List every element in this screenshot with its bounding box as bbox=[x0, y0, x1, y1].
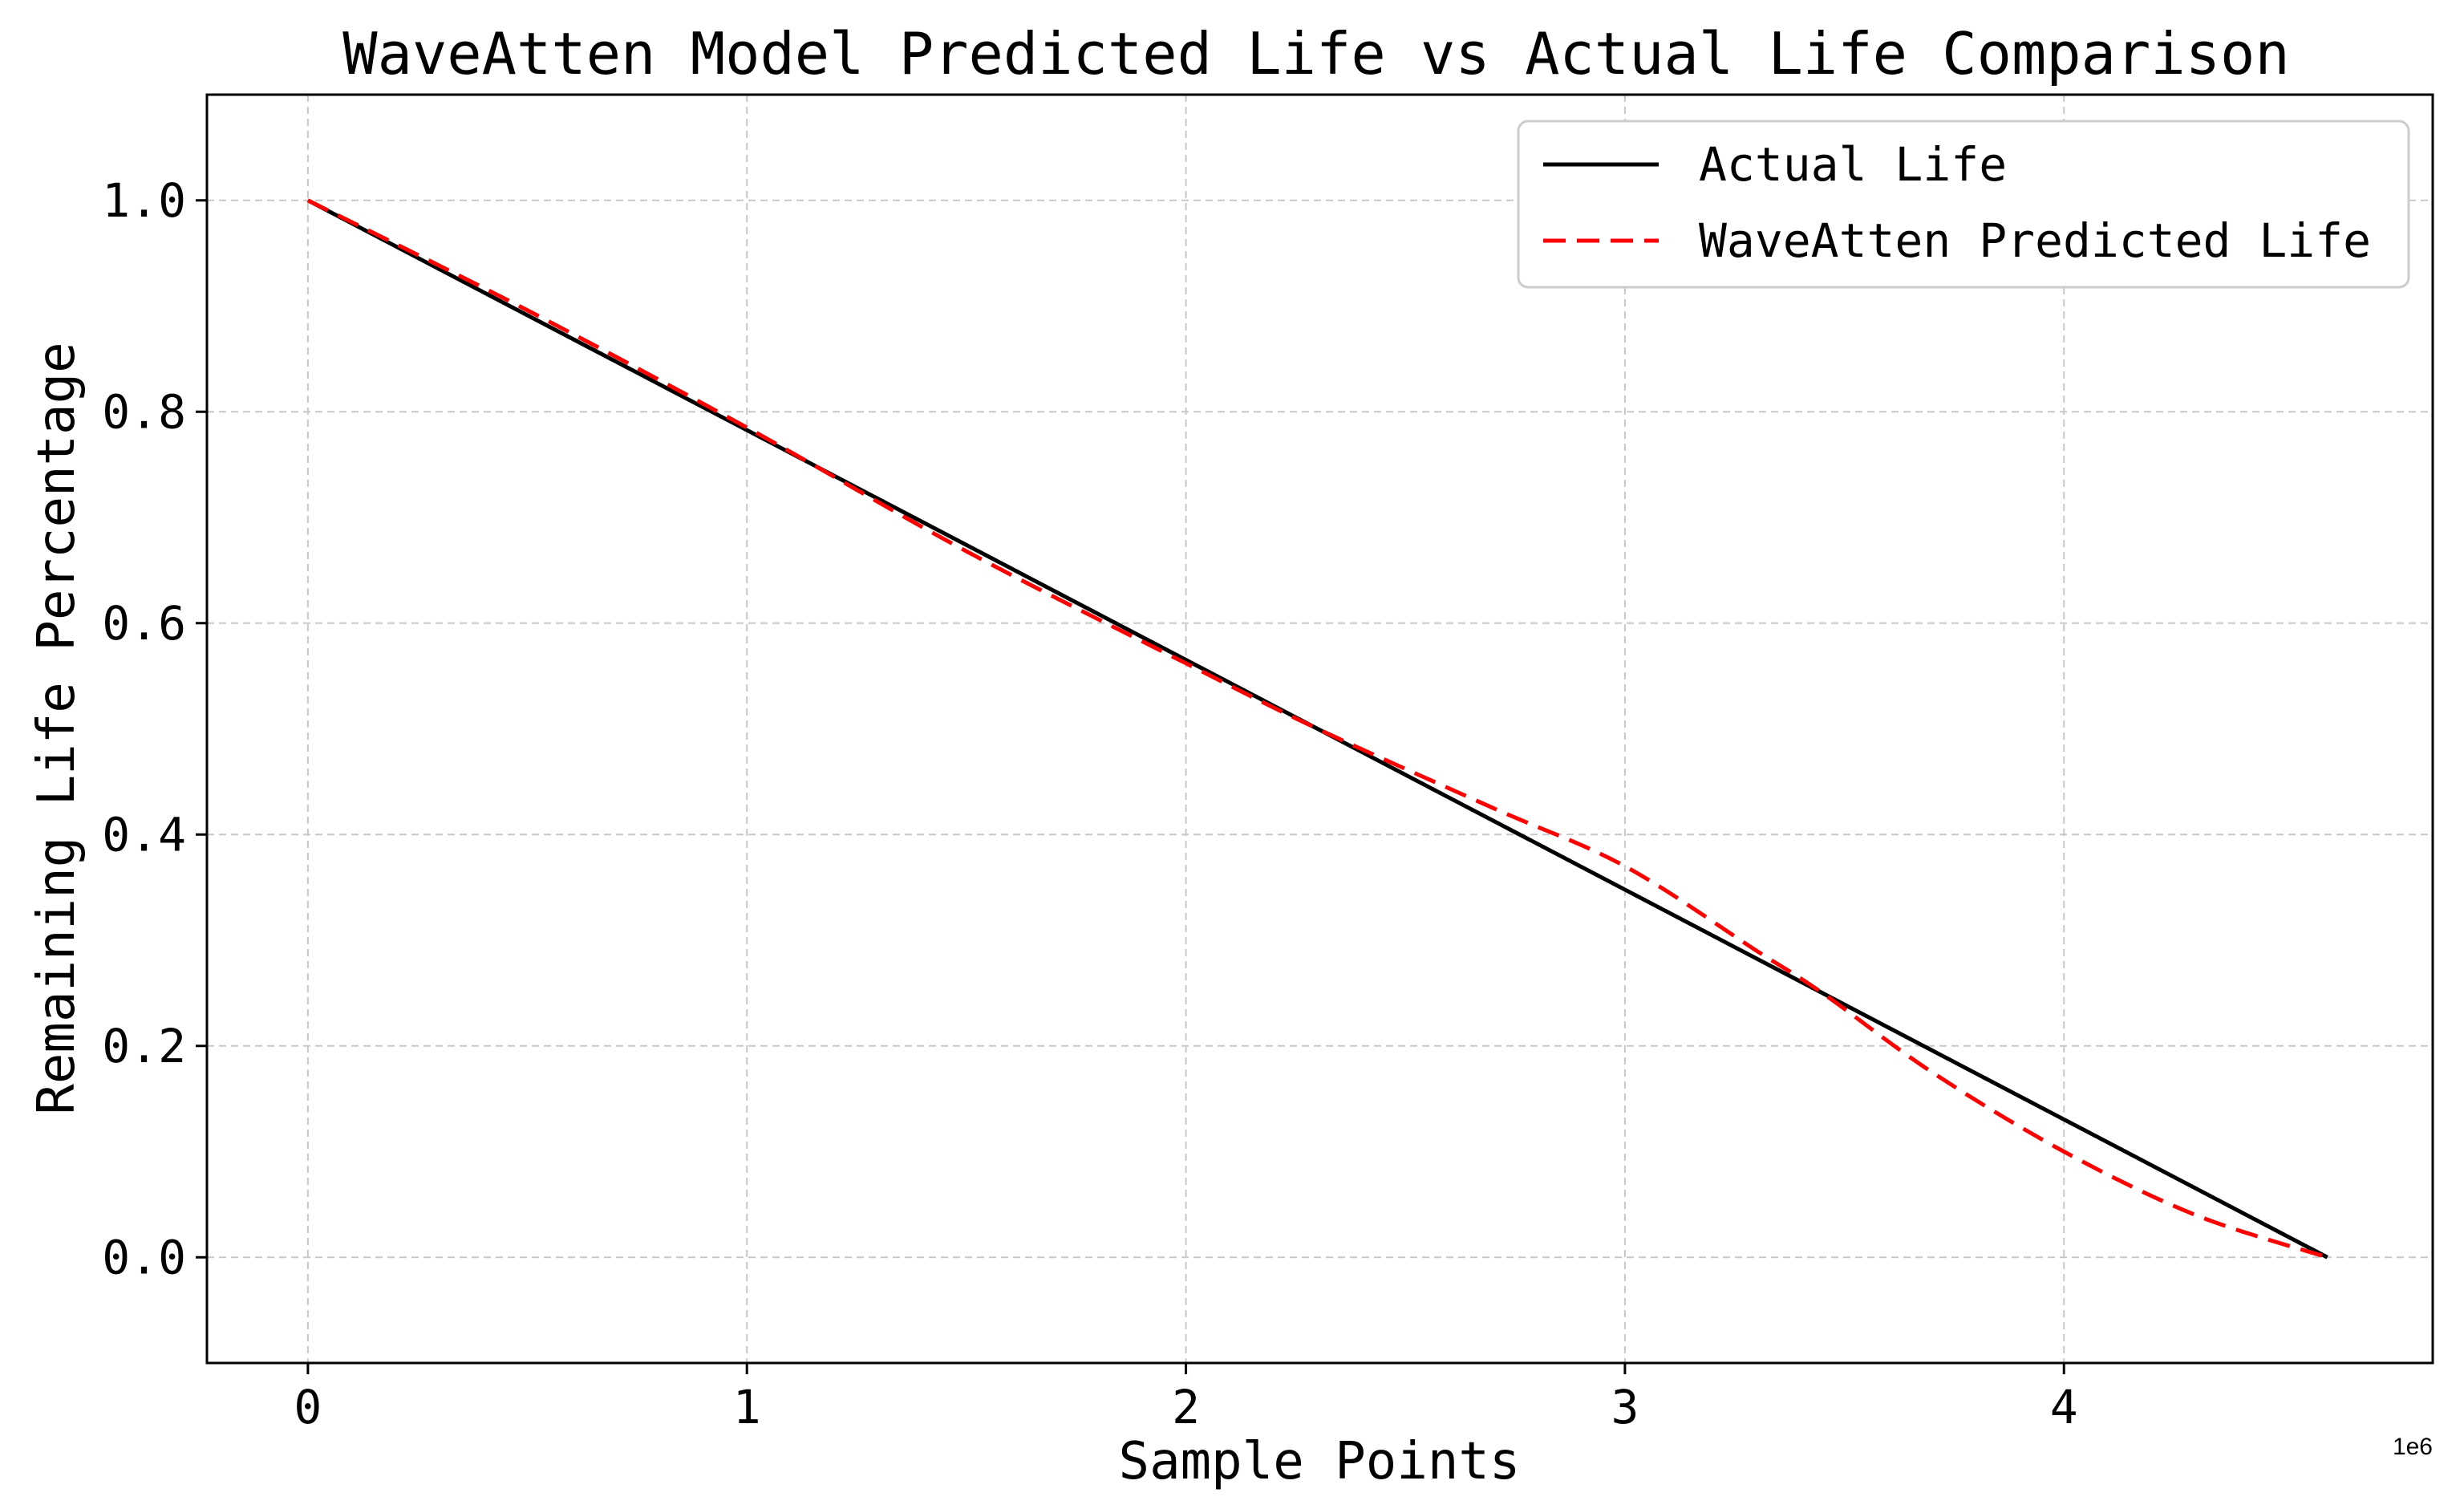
x-axis-label: Sample Points bbox=[1119, 1432, 1521, 1491]
series-line-waveatten-predicted-life bbox=[306, 198, 2328, 1260]
y-tick-label: 0.0 bbox=[102, 1230, 186, 1284]
legend-box bbox=[1517, 120, 2410, 289]
y-tick-label: 0.6 bbox=[102, 596, 186, 651]
y-tick-label: 0.8 bbox=[102, 384, 186, 439]
legend: Actual Life WaveAtten Predicted Life bbox=[1517, 120, 2410, 289]
y-tick-label: 0.2 bbox=[102, 1019, 186, 1073]
y-tick-label: 1.0 bbox=[102, 173, 186, 228]
plot-frame bbox=[205, 93, 2434, 1365]
series-line-actual-life bbox=[306, 198, 2328, 1260]
x-tick-label: 0 bbox=[294, 1380, 322, 1434]
legend-label-waveatten-predicted-life: WaveAtten Predicted Life bbox=[1699, 213, 2371, 268]
y-tick-label: 0.4 bbox=[102, 807, 186, 862]
axis-ticks: 0 1 2 3 4 0.0 0.2 0.4 0.6 0.8 1.0 bbox=[102, 173, 2077, 1434]
x-tick-label: 1 bbox=[733, 1380, 761, 1434]
x-axis-offset-label: 1e6 bbox=[2393, 1434, 2433, 1460]
legend-label-actual-life: Actual Life bbox=[1699, 137, 2007, 192]
y-axis-label: Remaining Life Percentage bbox=[27, 342, 87, 1114]
x-tick-label: 2 bbox=[1172, 1380, 1200, 1434]
chart-title: WaveAtten Model Predicted Life vs Actual… bbox=[342, 20, 2289, 87]
series-layer bbox=[306, 198, 2328, 1260]
x-tick-label: 4 bbox=[2050, 1380, 2078, 1434]
x-tick-label: 3 bbox=[1611, 1380, 1639, 1434]
